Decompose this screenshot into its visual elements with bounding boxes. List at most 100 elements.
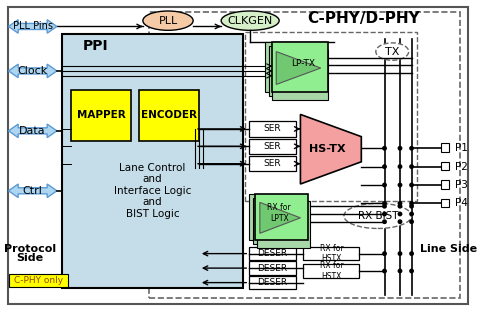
Text: P2: P2: [455, 162, 468, 172]
Text: P4: P4: [455, 198, 468, 208]
Circle shape: [382, 204, 387, 209]
Bar: [255, 194, 308, 240]
Bar: [249, 139, 296, 154]
Text: RX BIST: RX BIST: [358, 211, 398, 221]
Circle shape: [409, 204, 414, 209]
Text: DESER: DESER: [257, 249, 288, 258]
Circle shape: [409, 201, 414, 206]
Circle shape: [409, 146, 414, 151]
Text: Interface Logic: Interface Logic: [114, 186, 191, 196]
Text: C-PHY/D-PHY: C-PHY/D-PHY: [307, 11, 420, 26]
Ellipse shape: [143, 11, 193, 30]
Bar: [303, 264, 360, 278]
Text: RX for
LPTX: RX for LPTX: [267, 203, 291, 223]
Text: CLKGEN: CLKGEN: [228, 16, 273, 26]
Polygon shape: [9, 64, 57, 78]
Bar: [61, 34, 243, 288]
Bar: [249, 247, 296, 260]
Text: SER: SER: [264, 124, 281, 133]
Text: DESER: DESER: [257, 278, 288, 287]
Bar: [249, 121, 296, 137]
Bar: [264, 42, 321, 92]
Circle shape: [382, 269, 387, 273]
Text: RX for
HSTX: RX for HSTX: [320, 261, 343, 281]
Ellipse shape: [344, 203, 411, 229]
Text: ENCODER: ENCODER: [141, 110, 197, 120]
Bar: [441, 180, 449, 189]
Text: SER: SER: [264, 159, 281, 168]
Text: PPI: PPI: [83, 39, 108, 53]
Bar: [441, 162, 449, 170]
Polygon shape: [300, 114, 361, 184]
Bar: [249, 261, 296, 275]
Circle shape: [382, 146, 387, 151]
Text: Protocol: Protocol: [4, 244, 56, 254]
Circle shape: [397, 204, 402, 209]
Polygon shape: [9, 124, 57, 138]
Circle shape: [397, 183, 402, 188]
Text: PLL: PLL: [158, 16, 178, 26]
Circle shape: [409, 211, 414, 216]
Circle shape: [409, 164, 414, 169]
Ellipse shape: [221, 11, 279, 30]
Text: HS-TX: HS-TX: [309, 144, 346, 154]
Bar: [272, 42, 328, 92]
Text: Data: Data: [19, 126, 46, 136]
Circle shape: [382, 164, 387, 169]
Bar: [268, 46, 324, 96]
Bar: [253, 197, 306, 244]
Text: PLL Pins: PLL Pins: [12, 21, 53, 31]
Text: Clock: Clock: [18, 66, 48, 76]
Circle shape: [382, 183, 387, 188]
Text: RX for
HSTX: RX for HSTX: [320, 244, 343, 263]
Bar: [249, 276, 296, 289]
Circle shape: [397, 211, 402, 216]
Circle shape: [409, 251, 414, 256]
Circle shape: [397, 269, 402, 273]
Circle shape: [409, 269, 414, 273]
Bar: [72, 90, 131, 141]
Bar: [441, 198, 449, 207]
Circle shape: [382, 251, 387, 256]
Bar: [303, 247, 360, 260]
Text: TX: TX: [385, 47, 399, 57]
Text: Side: Side: [16, 253, 43, 263]
Text: and: and: [143, 197, 162, 207]
Polygon shape: [9, 20, 57, 33]
Polygon shape: [276, 52, 321, 85]
Text: P1: P1: [455, 143, 468, 153]
Text: P3: P3: [455, 180, 468, 190]
Text: and: and: [143, 174, 162, 184]
Text: BIST Logic: BIST Logic: [126, 209, 180, 219]
Bar: [9, 274, 69, 287]
Text: MAPPER: MAPPER: [77, 110, 126, 120]
Bar: [249, 194, 302, 240]
Ellipse shape: [376, 43, 408, 60]
Bar: [441, 143, 449, 152]
Text: LP-TX: LP-TX: [291, 59, 315, 68]
Bar: [149, 12, 460, 298]
Bar: [257, 202, 310, 248]
Text: Line Side: Line Side: [420, 244, 477, 254]
Bar: [272, 50, 328, 100]
Circle shape: [409, 183, 414, 188]
Polygon shape: [9, 184, 57, 197]
Text: DESER: DESER: [257, 264, 288, 273]
Bar: [249, 156, 296, 171]
Circle shape: [397, 146, 402, 151]
Circle shape: [397, 201, 402, 206]
Circle shape: [409, 219, 414, 224]
Circle shape: [382, 211, 387, 216]
Circle shape: [382, 201, 387, 206]
Bar: [245, 32, 418, 202]
Text: C-PHY only: C-PHY only: [14, 276, 63, 285]
Circle shape: [397, 164, 402, 169]
Circle shape: [397, 251, 402, 256]
Bar: [139, 90, 199, 141]
Circle shape: [397, 219, 402, 224]
Text: Ctrl: Ctrl: [23, 186, 43, 196]
Text: Lane Control: Lane Control: [120, 163, 186, 173]
Circle shape: [382, 219, 387, 224]
Polygon shape: [260, 202, 300, 233]
Text: SER: SER: [264, 142, 281, 151]
